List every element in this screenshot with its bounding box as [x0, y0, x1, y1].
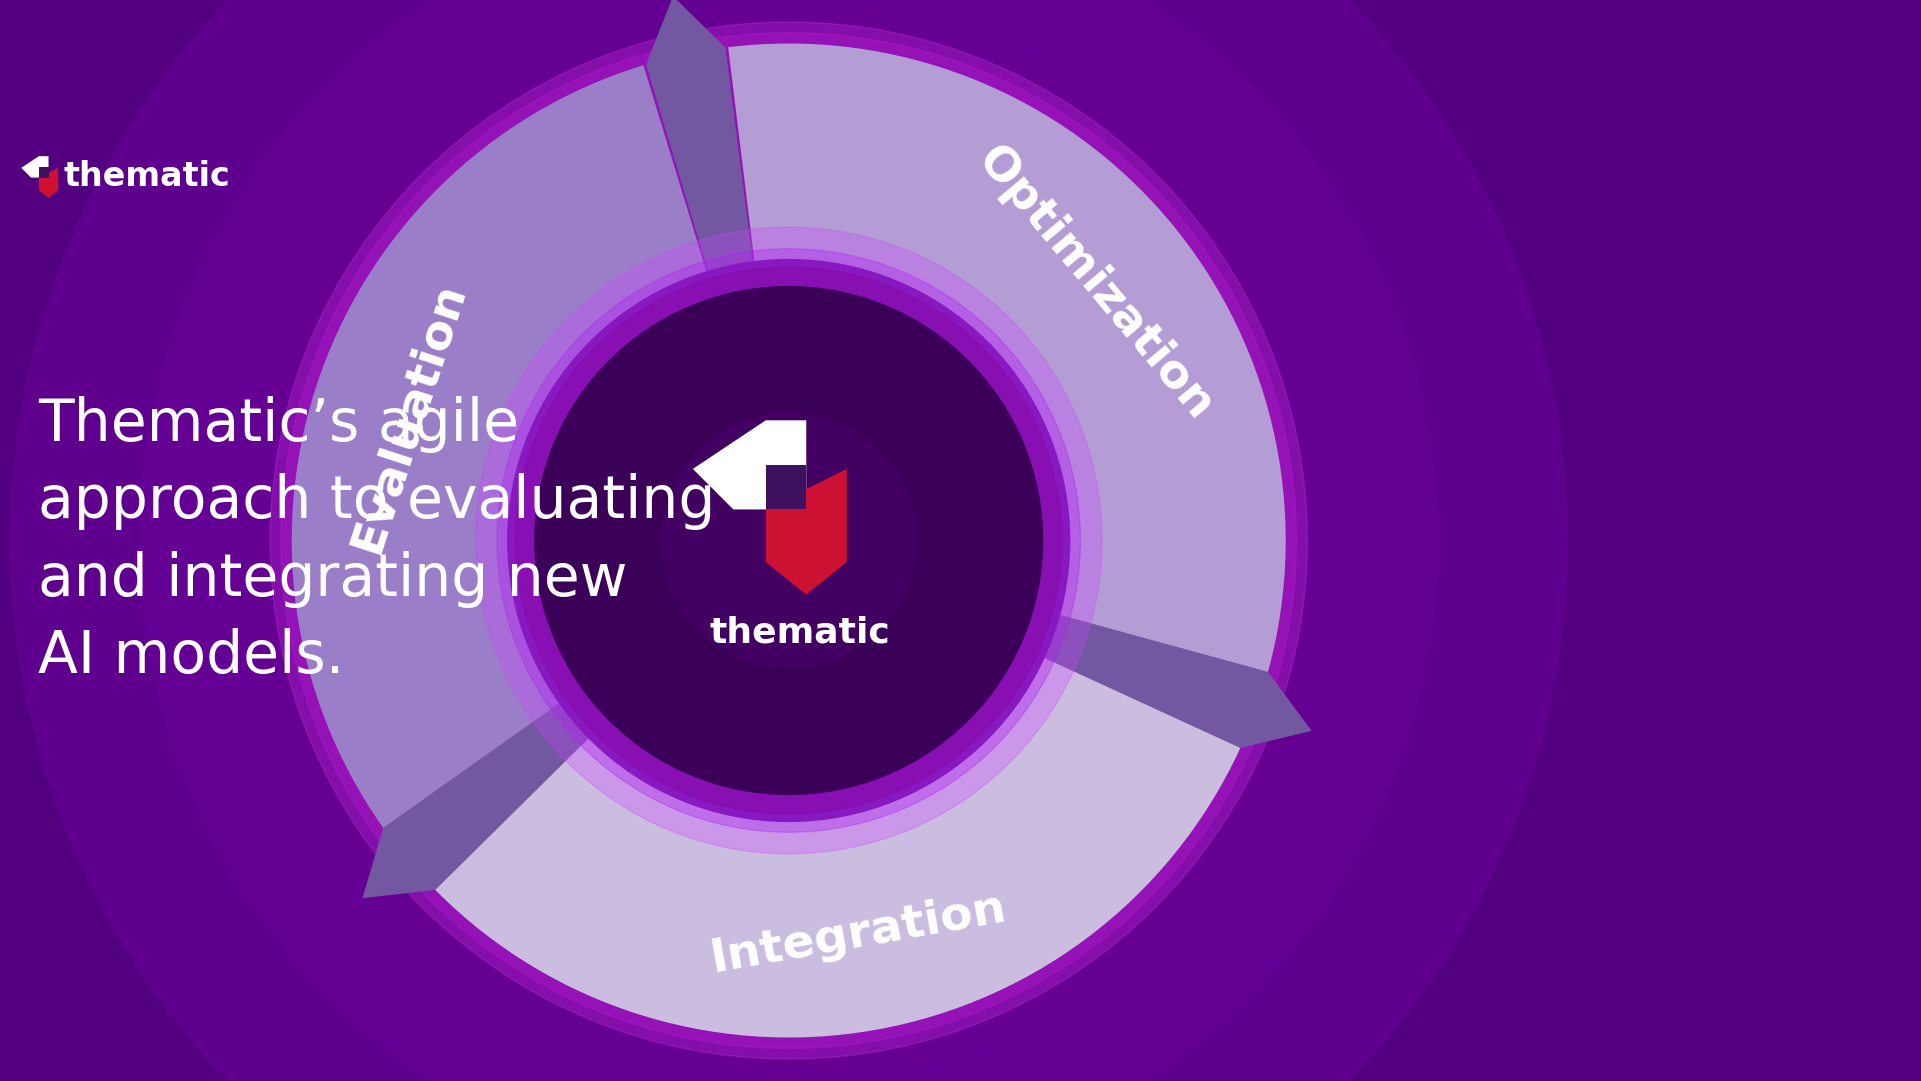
Polygon shape	[1043, 615, 1312, 748]
Polygon shape	[38, 168, 58, 198]
Polygon shape	[21, 156, 48, 177]
Text: thematic: thematic	[63, 160, 231, 193]
Text: Thematic’s agile
approach to evaluating
and integrating new
AI models.: Thematic’s agile approach to evaluating …	[38, 396, 715, 685]
Polygon shape	[363, 703, 590, 898]
Wedge shape	[292, 65, 707, 840]
Wedge shape	[425, 651, 1247, 1038]
Circle shape	[515, 267, 1062, 814]
Text: Optimization: Optimization	[968, 138, 1222, 429]
Circle shape	[271, 22, 1308, 1059]
Circle shape	[140, 0, 1437, 1081]
Polygon shape	[766, 465, 807, 509]
Polygon shape	[645, 0, 753, 271]
Circle shape	[280, 32, 1297, 1049]
Text: Evaluation: Evaluation	[344, 276, 473, 558]
Circle shape	[534, 286, 1043, 795]
Circle shape	[248, 0, 1329, 1081]
Polygon shape	[693, 421, 807, 509]
Circle shape	[507, 259, 1070, 822]
Text: Integration: Integration	[707, 886, 1010, 983]
Wedge shape	[728, 43, 1285, 685]
Circle shape	[498, 249, 1080, 832]
Circle shape	[661, 414, 916, 667]
Text: thematic: thematic	[709, 615, 889, 650]
Polygon shape	[38, 166, 48, 177]
Circle shape	[12, 0, 1568, 1081]
Circle shape	[474, 227, 1103, 854]
Polygon shape	[766, 469, 847, 595]
